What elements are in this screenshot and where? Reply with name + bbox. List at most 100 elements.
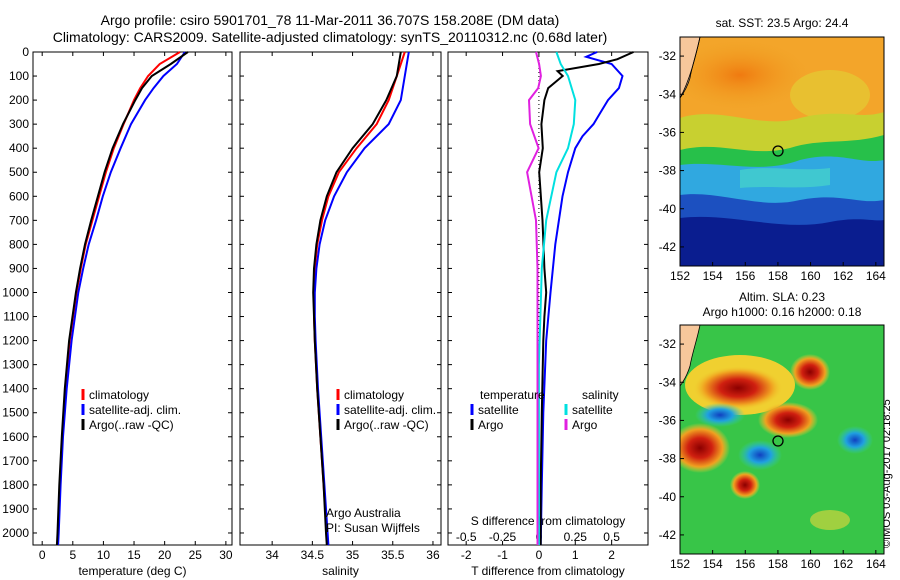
- legend-label: satellite: [478, 403, 519, 417]
- sla-map-title-line2: Argo h1000: 0.16 h2000: 0.18: [702, 305, 862, 319]
- depth-tick-label: 1100: [3, 310, 29, 324]
- plot-frame: [447, 51, 649, 546]
- x-tick-label: 35.5: [381, 548, 405, 562]
- depth-tick-label: 900: [9, 261, 29, 275]
- depth-tick-label: 1700: [2, 454, 29, 468]
- figure-title-line2: Climatology: CARS2009. Satellite-adjuste…: [52, 29, 608, 45]
- depth-tick-label: 1000: [2, 285, 29, 299]
- map-y-tick-label: -34: [659, 87, 677, 101]
- x-tick-label: 30: [219, 548, 233, 562]
- map-y-tick-label: -38: [659, 452, 677, 466]
- float-marker-icon: [772, 435, 784, 447]
- depth-tick-label: 0: [22, 45, 29, 59]
- map-x-tick-label: 162: [833, 557, 853, 571]
- plot-frame: [32, 51, 233, 546]
- x-tick-label: 34: [265, 548, 279, 562]
- depth-tick-label: 600: [9, 189, 29, 203]
- sla-map-title-line1: Altim. SLA: 0.23: [738, 290, 826, 304]
- depth-tick-label: 1200: [2, 334, 29, 348]
- series-line: [537, 51, 577, 545]
- x-axis-label: temperature (deg C): [78, 564, 186, 578]
- map-x-tick-label: 154: [703, 557, 723, 571]
- map-x-tick-label: 164: [866, 557, 886, 571]
- depth-tick-label: 500: [9, 165, 29, 179]
- salinity-profile-panel: 34 34.5 35 35.5 36 salinity climatologysatelli…: [239, 51, 442, 578]
- depth-tick-label: 400: [9, 141, 29, 155]
- x-tick-label: 35: [346, 548, 360, 562]
- series-line: [312, 51, 402, 546]
- series-line: [57, 51, 186, 546]
- depth-tick-label: 700: [9, 213, 29, 227]
- x-tick-label: 2: [608, 548, 615, 562]
- legend-label: Argo(..raw -QC): [344, 418, 429, 432]
- depth-tick-label: 1300: [2, 358, 29, 372]
- plot-frame: [239, 51, 442, 546]
- float-marker-icon: [772, 145, 784, 157]
- depth-tick-label: 2000: [2, 526, 29, 540]
- map-x-tick-label: 160: [801, 557, 821, 571]
- legend-label: satellite-adj. clim.: [89, 403, 181, 417]
- legend-label: Argo(..raw -QC): [89, 418, 174, 432]
- map-x-tick-label: 156: [735, 269, 755, 283]
- legend-label: Argo: [478, 418, 504, 432]
- map-y-tick-label: -36: [659, 125, 677, 139]
- depth-tick-label: 1900: [2, 502, 29, 516]
- map-x-tick-label: 158: [768, 557, 788, 571]
- x-tick-label: 1: [572, 548, 579, 562]
- map-y-tick-label: -32: [659, 49, 677, 63]
- temperature-profile-panel: 0100200300400500600700800900100011001200…: [2, 45, 233, 578]
- series-line: [55, 51, 189, 546]
- x-tick-label: 15: [127, 548, 141, 562]
- salinity-diff-tick-label: -0.5: [456, 530, 477, 544]
- map-x-tick-label: 152: [670, 269, 690, 283]
- x-tick-label: 36: [426, 548, 440, 562]
- map-x-tick-label: 154: [703, 269, 723, 283]
- map-x-tick-label: 158: [768, 269, 788, 283]
- map-x-tick-label: 162: [833, 269, 853, 283]
- map-y-tick-label: -36: [659, 413, 677, 427]
- map-y-tick-label: -40: [659, 490, 677, 504]
- salinity-diff-tick-label: 0.25: [564, 530, 588, 544]
- legend-label: climatology: [344, 388, 404, 402]
- salinity-diff-tick-label: -0.25: [489, 530, 517, 544]
- map-y-tick-label: -32: [659, 337, 677, 351]
- x-axis-label: salinity: [322, 564, 359, 578]
- series-line: [539, 51, 624, 546]
- x-tick-label: -2: [461, 548, 472, 562]
- difference-profile-panel: -2 -1 0 1 2 T difference from climatology -0.5…: [447, 51, 649, 578]
- legend-label: satellite-adj. clim.: [344, 403, 436, 417]
- x-tick-label: 0: [536, 548, 543, 562]
- x-tick-label: 0: [39, 548, 46, 562]
- sla-map: [680, 325, 884, 554]
- annotation: Argo Australia: [326, 506, 401, 520]
- series-line: [526, 51, 542, 545]
- salinity-diff-axis-label: S difference from climatology: [471, 514, 626, 528]
- legend-label: Argo: [572, 418, 598, 432]
- depth-tick-label: 300: [9, 117, 29, 131]
- depth-tick-label: 100: [9, 69, 29, 83]
- legend-label: satellite: [572, 403, 613, 417]
- depth-tick-label: 200: [9, 93, 29, 107]
- x-tick-label: -1: [497, 548, 508, 562]
- map-y-tick-label: -40: [659, 202, 677, 216]
- x-tick-label: 34.5: [301, 548, 325, 562]
- x-tick-label: 20: [158, 548, 172, 562]
- sst-map-title: sat. SST: 23.5 Argo: 24.4: [715, 16, 849, 30]
- salinity-diff-tick-label: 0.5: [603, 530, 620, 544]
- legend-label: salinity: [582, 388, 619, 402]
- map-y-tick-label: -34: [659, 375, 677, 389]
- depth-tick-label: 800: [9, 237, 29, 251]
- x-tick-label: 5: [69, 548, 76, 562]
- map-y-tick-label: -42: [659, 528, 677, 542]
- depth-tick-label: 1800: [2, 478, 29, 492]
- legend-label: temperature: [480, 388, 545, 402]
- figure-title-line1: Argo profile: csiro 5901701_78 11-Mar-20…: [100, 12, 560, 28]
- map-x-tick-label: 160: [801, 269, 821, 283]
- depth-tick-label: 1600: [2, 430, 29, 444]
- map-y-tick-label: -42: [659, 240, 677, 254]
- map-x-tick-label: 152: [670, 557, 690, 571]
- depth-tick-label: 1500: [2, 406, 29, 420]
- legend-label: climatology: [89, 388, 149, 402]
- x-tick-label: 10: [97, 548, 111, 562]
